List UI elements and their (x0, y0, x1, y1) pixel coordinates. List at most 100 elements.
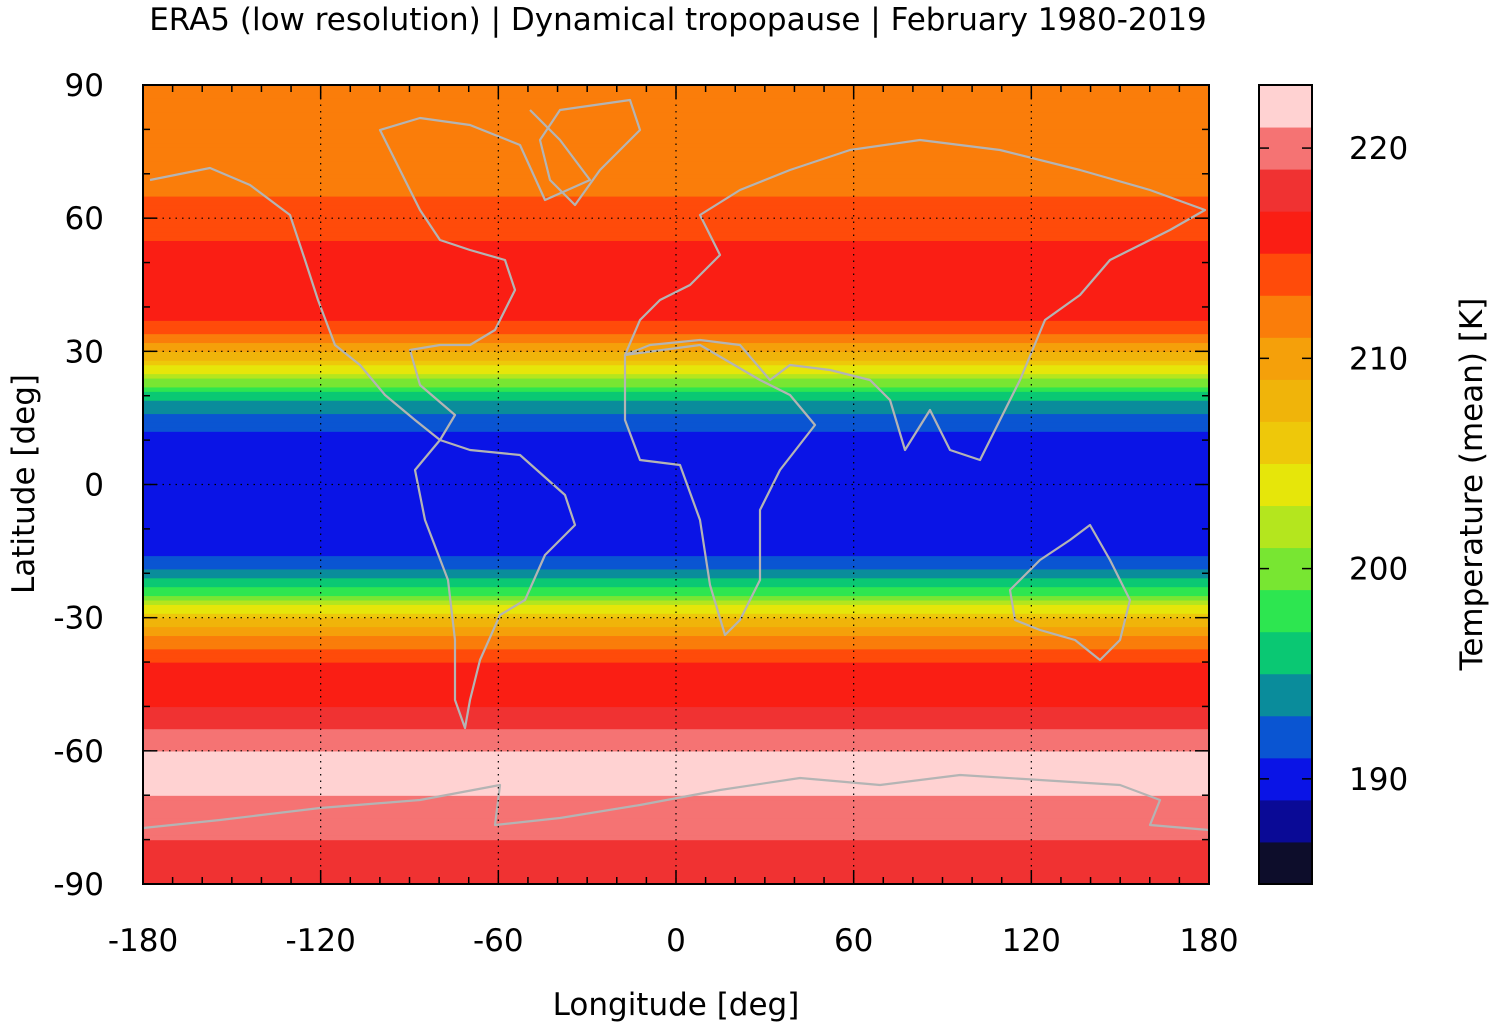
temperature-band (143, 781, 1209, 787)
temperature-band (143, 684, 1209, 690)
temperature-band (143, 728, 1209, 734)
temperature-band (143, 861, 1209, 867)
temperature-band (143, 866, 1209, 872)
temperature-band (143, 160, 1209, 166)
temperature-band (143, 630, 1209, 637)
temperature-band (143, 688, 1209, 694)
temperature-band (143, 435, 1209, 441)
temperature-band (143, 591, 1209, 597)
temperature-band (143, 444, 1209, 450)
temperature-band (143, 750, 1209, 756)
colorbar-level (1259, 253, 1312, 296)
temperature-band (143, 679, 1209, 685)
x-tick-label: 60 (834, 923, 873, 959)
temperature-band (143, 568, 1209, 574)
temperature-band (143, 457, 1209, 463)
temperature-band (143, 826, 1209, 832)
temperature-band (143, 644, 1209, 650)
temperature-band (143, 107, 1209, 113)
temperature-band (143, 156, 1209, 162)
temperature-band (143, 377, 1209, 384)
temperature-band (143, 275, 1209, 281)
temperature-band (143, 799, 1209, 805)
temperature-band (143, 391, 1209, 397)
temperature-band (143, 737, 1209, 743)
temperature-band (143, 400, 1209, 406)
temperature-band (143, 111, 1209, 117)
x-tick-label: 0 (666, 923, 686, 959)
grid-lines (143, 85, 1209, 884)
temperature-band (143, 608, 1209, 614)
colorbar-tick-label: 200 (1349, 552, 1408, 588)
temperature-band (143, 595, 1209, 601)
temperature-band (143, 151, 1209, 157)
temperature-band (143, 209, 1209, 215)
coast-south-america (413, 438, 577, 730)
coast-europe-asia (623, 138, 1207, 462)
temperature-band (143, 586, 1209, 592)
y-tick-label: -60 (53, 734, 104, 770)
temperature-band (143, 724, 1209, 730)
temperature-band (143, 409, 1209, 415)
colorbar-level (1259, 799, 1312, 843)
temperature-band (143, 448, 1209, 455)
temperature-band (143, 533, 1209, 539)
temperature-band (143, 147, 1209, 153)
temperature-band (143, 848, 1209, 854)
y-tick-label: 90 (65, 68, 104, 104)
colorbar-level (1259, 505, 1312, 549)
temperature-band (143, 413, 1209, 419)
temperature-band (143, 315, 1209, 321)
temperature-band (143, 182, 1209, 188)
colorbar-level (1259, 841, 1312, 885)
temperature-band (143, 617, 1209, 623)
temperature-band (143, 573, 1209, 579)
colorbar-label: Temperature (mean) [K] (1454, 298, 1490, 672)
temperature-band (143, 346, 1209, 352)
temperature-band (143, 528, 1209, 534)
temperature-band (143, 773, 1209, 779)
y-tick-label: -90 (53, 867, 104, 903)
temperature-band (143, 790, 1209, 796)
x-tick-label: 120 (1002, 923, 1061, 959)
temperature-band (143, 329, 1209, 335)
temperature-band (143, 710, 1209, 716)
temperature-band (143, 666, 1209, 672)
temperature-band (143, 320, 1209, 326)
x-tick-label: 180 (1179, 923, 1238, 959)
temperature-band (143, 293, 1209, 299)
colorbar-level (1259, 631, 1312, 675)
temperature-band (143, 488, 1209, 494)
temperature-band (143, 244, 1209, 250)
x-tick-label: -180 (108, 923, 178, 959)
coast-greenland (538, 98, 642, 207)
temperature-band (143, 218, 1209, 224)
temperature-band (143, 808, 1209, 814)
temperature-band (143, 417, 1209, 423)
temperature-band (143, 351, 1209, 357)
temperature-band (143, 431, 1209, 437)
temperature-band (143, 386, 1209, 392)
x-tick-label: -120 (285, 923, 355, 959)
temperature-band (143, 360, 1209, 366)
temperature-band (143, 502, 1209, 508)
temperature-band (143, 786, 1209, 792)
temperature-band (143, 471, 1209, 477)
temperature-band (143, 511, 1209, 517)
temperature-band (143, 670, 1209, 676)
temperature-band (143, 852, 1209, 858)
colorbar-level (1259, 421, 1312, 464)
temperature-band (143, 133, 1209, 139)
colorbar-tick-label: 220 (1349, 131, 1408, 167)
x-axis-label: Longitude [deg] (553, 987, 800, 1023)
temperature-band (143, 604, 1209, 610)
temperature-band (143, 240, 1209, 246)
temperature-band (143, 657, 1209, 663)
coast-north-america (149, 109, 592, 442)
temperature-band (143, 164, 1209, 170)
temperature-band (143, 484, 1209, 490)
temperature-band (143, 546, 1209, 552)
colorbar-level (1259, 589, 1312, 633)
temperature-band (143, 741, 1209, 747)
